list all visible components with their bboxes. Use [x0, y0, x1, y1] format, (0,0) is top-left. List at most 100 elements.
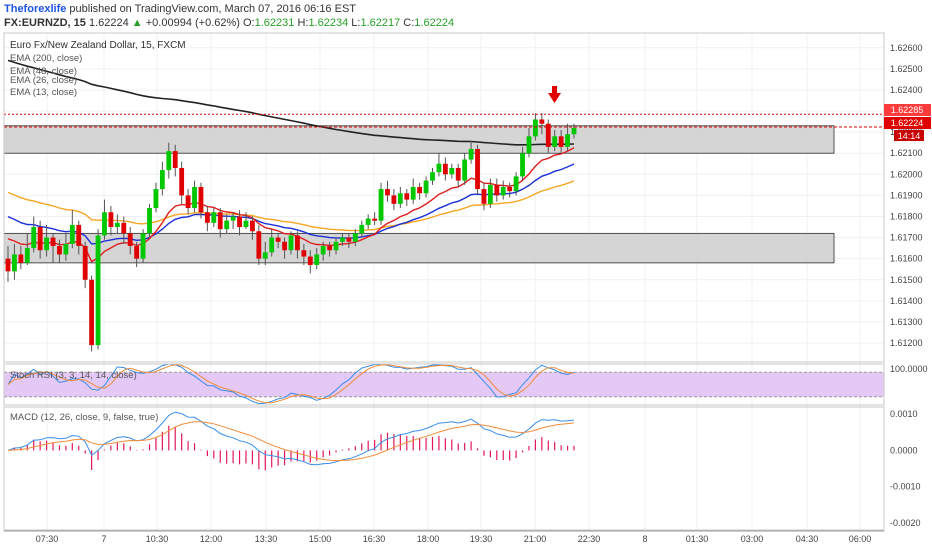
author-link[interactable]: Theforexlife — [4, 3, 67, 15]
candle-body[interactable] — [82, 246, 88, 280]
candle-body[interactable] — [282, 241, 287, 251]
candle-body[interactable] — [481, 189, 487, 204]
candle-body[interactable] — [372, 218, 378, 221]
candle-body[interactable] — [230, 216, 236, 221]
candle-body[interactable] — [365, 218, 371, 225]
legend-macd[interactable]: MACD (12, 26, close, 9, false, true) — [10, 412, 158, 423]
candle-body[interactable] — [224, 220, 230, 230]
candle-body[interactable] — [275, 237, 281, 242]
candle-body[interactable] — [198, 186, 204, 213]
candle-body[interactable] — [95, 235, 101, 346]
candle-body[interactable] — [430, 172, 435, 181]
candle-body[interactable] — [327, 246, 333, 251]
candle-body[interactable] — [63, 243, 69, 255]
candle-body[interactable] — [140, 233, 146, 259]
legend-ema26[interactable]: EMA (26, close) — [10, 75, 77, 86]
candle-body[interactable] — [295, 235, 300, 251]
candle-body[interactable] — [153, 189, 159, 209]
candle-body[interactable] — [44, 237, 50, 251]
candle-body[interactable] — [507, 186, 513, 192]
candle-body[interactable] — [256, 231, 262, 259]
candle-body[interactable] — [539, 119, 545, 124]
candle-body[interactable] — [391, 195, 397, 204]
candle-body[interactable] — [475, 148, 480, 190]
candle-body[interactable] — [24, 248, 30, 263]
candle-body[interactable] — [532, 119, 538, 137]
candle-body[interactable] — [185, 195, 191, 209]
candle-body[interactable] — [449, 167, 455, 175]
candle-body[interactable] — [340, 237, 345, 242]
candle-body[interactable] — [423, 180, 429, 194]
candle-body[interactable] — [114, 222, 120, 228]
candle-body[interactable] — [352, 233, 358, 242]
candle-body[interactable] — [288, 235, 294, 251]
candle-body[interactable] — [404, 193, 410, 200]
legend-ema13[interactable]: EMA (13, close) — [10, 87, 77, 98]
candle-body[interactable] — [314, 254, 320, 265]
stoch-rsi-pane[interactable] — [4, 363, 884, 405]
legend-ema48[interactable]: EMA (48, close) — [10, 66, 77, 77]
candle-body[interactable] — [487, 184, 493, 204]
candle-body[interactable] — [513, 176, 519, 192]
candle-body[interactable] — [558, 136, 564, 147]
candle-body[interactable] — [455, 167, 461, 181]
candle-body[interactable] — [397, 193, 403, 204]
candle-body[interactable] — [442, 163, 448, 175]
candle-body[interactable] — [159, 170, 165, 190]
candle-body[interactable] — [127, 233, 133, 247]
candle-body[interactable] — [545, 123, 551, 147]
candlestick-series[interactable] — [5, 113, 577, 352]
candle-body[interactable] — [108, 212, 114, 228]
candle-body[interactable] — [526, 136, 532, 154]
symbol-label[interactable]: FX:EURNZD, 15 — [4, 17, 86, 29]
candle-body[interactable] — [57, 246, 62, 255]
candle-body[interactable] — [378, 189, 384, 221]
candle-body[interactable] — [204, 212, 210, 223]
candle-body[interactable] — [410, 186, 416, 200]
candle-body[interactable] — [12, 254, 17, 272]
macd-pane[interactable] — [7, 411, 575, 471]
candle-body[interactable] — [102, 212, 107, 236]
candle-body[interactable] — [69, 224, 75, 244]
candle-body[interactable] — [249, 220, 255, 232]
candle-body[interactable] — [565, 134, 570, 147]
candle-body[interactable] — [269, 237, 275, 253]
candle-body[interactable] — [211, 212, 217, 223]
candle-body[interactable] — [166, 151, 172, 171]
candle-body[interactable] — [76, 224, 82, 247]
candle-body[interactable] — [5, 258, 11, 272]
candle-body[interactable] — [134, 246, 140, 259]
candle-body[interactable] — [500, 186, 506, 196]
candle-body[interactable] — [172, 151, 178, 168]
candle-body[interactable] — [37, 227, 43, 251]
candle-body[interactable] — [468, 148, 474, 160]
candle-body[interactable] — [301, 250, 307, 257]
candle-body[interactable] — [31, 227, 37, 249]
candle-body[interactable] — [520, 153, 525, 177]
candle-body[interactable] — [121, 222, 127, 234]
candle-body[interactable] — [417, 186, 423, 194]
candle-body[interactable] — [436, 163, 442, 173]
candle-body[interactable] — [346, 237, 352, 242]
candle-body[interactable] — [462, 159, 468, 181]
candle-body[interactable] — [307, 256, 313, 265]
candle-body[interactable] — [18, 254, 24, 263]
candle-body[interactable] — [552, 136, 558, 147]
candle-body[interactable] — [262, 252, 268, 259]
candle-body[interactable] — [571, 127, 577, 135]
candle-body[interactable] — [359, 224, 365, 234]
candle-body[interactable] — [179, 167, 185, 196]
candle-body[interactable] — [217, 212, 223, 230]
candle-body[interactable] — [320, 246, 326, 255]
candle-body[interactable] — [385, 189, 390, 196]
candle-body[interactable] — [237, 216, 242, 228]
legend-ema200[interactable]: EMA (200, close) — [10, 53, 82, 64]
candle-body[interactable] — [147, 208, 152, 234]
legend-stoch-rsi[interactable]: Stoch RSI (3, 3, 14, 14, close) — [10, 370, 137, 381]
candle-body[interactable] — [333, 241, 339, 251]
candle-body[interactable] — [89, 279, 95, 346]
candle-body[interactable] — [243, 220, 249, 228]
candle-body[interactable] — [50, 237, 56, 247]
candle-body[interactable] — [494, 184, 500, 196]
